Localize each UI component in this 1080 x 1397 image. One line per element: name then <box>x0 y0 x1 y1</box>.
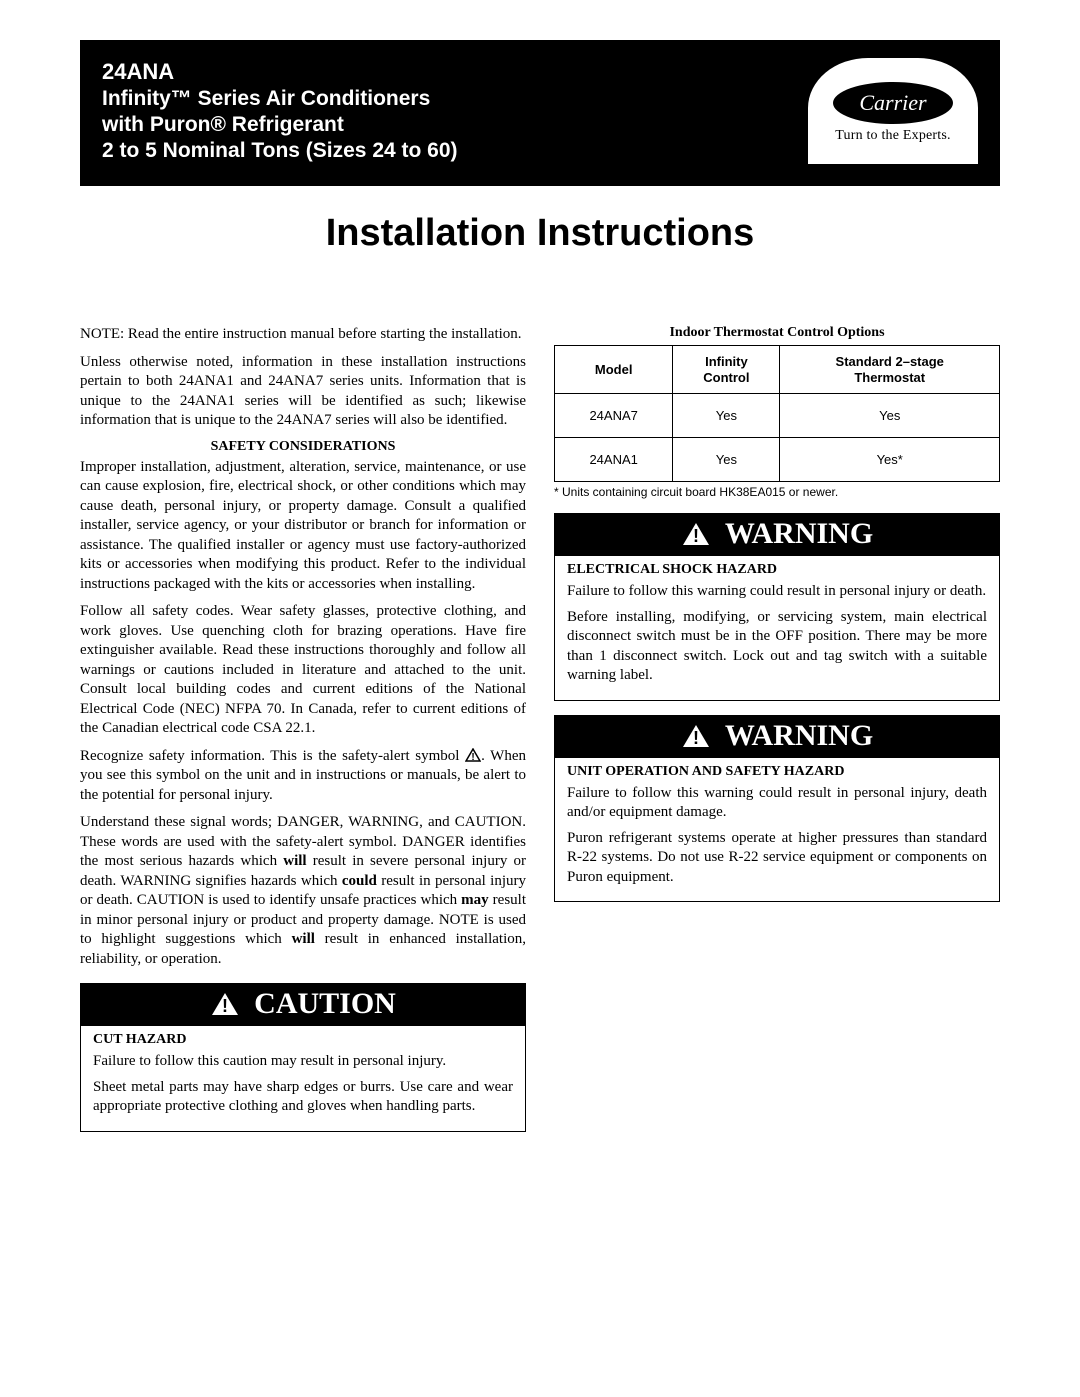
warning-p2: Puron refrigerant systems operate at hig… <box>567 829 987 888</box>
warning-header: ! WARNING <box>555 716 999 758</box>
warning-label: WARNING <box>725 719 873 753</box>
brand-tagline: Turn to the Experts. <box>826 128 960 144</box>
brand-logo-block: Carrier Turn to the Experts. <box>808 58 978 164</box>
warning-box-1: ! WARNING ELECTRICAL SHOCK HAZARD Failur… <box>554 513 1000 701</box>
safety-paragraph-1: Improper installation, adjustment, alter… <box>80 458 526 595</box>
header-text: 24ANA Infinity™ Series Air Conditioners … <box>102 58 808 164</box>
warning-body: UNIT OPERATION AND SAFETY HAZARD Failure… <box>555 758 999 902</box>
model-code: 24ANA <box>102 58 808 86</box>
warning-p1: Failure to follow this warning could res… <box>567 784 987 823</box>
table-header-row: Model InfinityControl Standard 2–stageTh… <box>555 346 1000 394</box>
page: 24ANA Infinity™ Series Air Conditioners … <box>0 0 1080 1206</box>
table-cell: Yes <box>673 438 780 482</box>
svg-text:!: ! <box>693 526 699 546</box>
right-column: Indoor Thermostat Control Options Model … <box>554 325 1000 1146</box>
svg-text:!: ! <box>471 752 474 762</box>
left-column: NOTE: Read the entire instruction manual… <box>80 325 526 1146</box>
page-title: Installation Instructions <box>80 212 1000 255</box>
content-columns: NOTE: Read the entire instruction manual… <box>80 325 1000 1146</box>
caution-body: CUT HAZARD Failure to follow this cautio… <box>81 1026 525 1131</box>
series-line-3: 2 to 5 Nominal Tons (Sizes 24 to 60) <box>102 138 808 164</box>
safety-heading: SAFETY CONSIDERATIONS <box>80 439 526 455</box>
unless-paragraph: Unless otherwise noted, information in t… <box>80 353 526 431</box>
svg-text:!: ! <box>693 728 699 748</box>
warning-subhead: ELECTRICAL SHOCK HAZARD <box>567 562 987 578</box>
table-caption: Indoor Thermostat Control Options <box>554 325 1000 341</box>
brand-logo: Carrier <box>833 82 953 124</box>
thermostat-table: Model InfinityControl Standard 2–stageTh… <box>554 345 1000 482</box>
warning-p1: Failure to follow this warning could res… <box>567 582 987 602</box>
svg-text:!: ! <box>222 996 228 1016</box>
table-cell: Yes* <box>780 438 1000 482</box>
caution-p2: Sheet metal parts may have sharp edges o… <box>93 1078 513 1117</box>
table-header: Model <box>555 346 673 394</box>
warning-triangle-icon: ! <box>681 723 711 749</box>
safety-paragraph-3: Recognize safety information. This is th… <box>80 747 526 806</box>
warning-p2: Before installing, modifying, or servici… <box>567 608 987 686</box>
safety-paragraph-4: Understand these signal words; DANGER, W… <box>80 813 526 969</box>
table-cell: 24ANA7 <box>555 394 673 438</box>
table-cell: Yes <box>780 394 1000 438</box>
warning-box-2: ! WARNING UNIT OPERATION AND SAFETY HAZA… <box>554 715 1000 903</box>
safety-paragraph-2: Follow all safety codes. Wear safety gla… <box>80 602 526 739</box>
series-line-2: with Puron® Refrigerant <box>102 112 808 138</box>
warning-body: ELECTRICAL SHOCK HAZARD Failure to follo… <box>555 556 999 700</box>
safety-p3-a: Recognize safety information. This is th… <box>80 748 465 764</box>
table-header: Standard 2–stageThermostat <box>780 346 1000 394</box>
caution-box: ! CAUTION CUT HAZARD Failure to follow t… <box>80 983 526 1132</box>
table-cell: Yes <box>673 394 780 438</box>
warning-triangle-icon: ! <box>210 991 240 1017</box>
warning-triangle-icon: ! <box>681 521 711 547</box>
caution-label: CAUTION <box>254 987 396 1021</box>
warning-subhead: UNIT OPERATION AND SAFETY HAZARD <box>567 764 987 780</box>
caution-subhead: CUT HAZARD <box>93 1032 513 1048</box>
caution-p1: Failure to follow this caution may resul… <box>93 1052 513 1072</box>
table-row: 24ANA1 Yes Yes* <box>555 438 1000 482</box>
table-row: 24ANA7 Yes Yes <box>555 394 1000 438</box>
table-header: InfinityControl <box>673 346 780 394</box>
warning-label: WARNING <box>725 517 873 551</box>
safety-alert-icon: ! <box>465 748 481 764</box>
note-paragraph: NOTE: Read the entire instruction manual… <box>80 325 526 345</box>
series-line-1: Infinity™ Series Air Conditioners <box>102 86 808 112</box>
table-footnote: * Units containing circuit board HK38EA0… <box>554 485 1000 499</box>
table-cell: 24ANA1 <box>555 438 673 482</box>
caution-header: ! CAUTION <box>81 984 525 1026</box>
warning-header: ! WARNING <box>555 514 999 556</box>
header-banner: 24ANA Infinity™ Series Air Conditioners … <box>80 40 1000 186</box>
